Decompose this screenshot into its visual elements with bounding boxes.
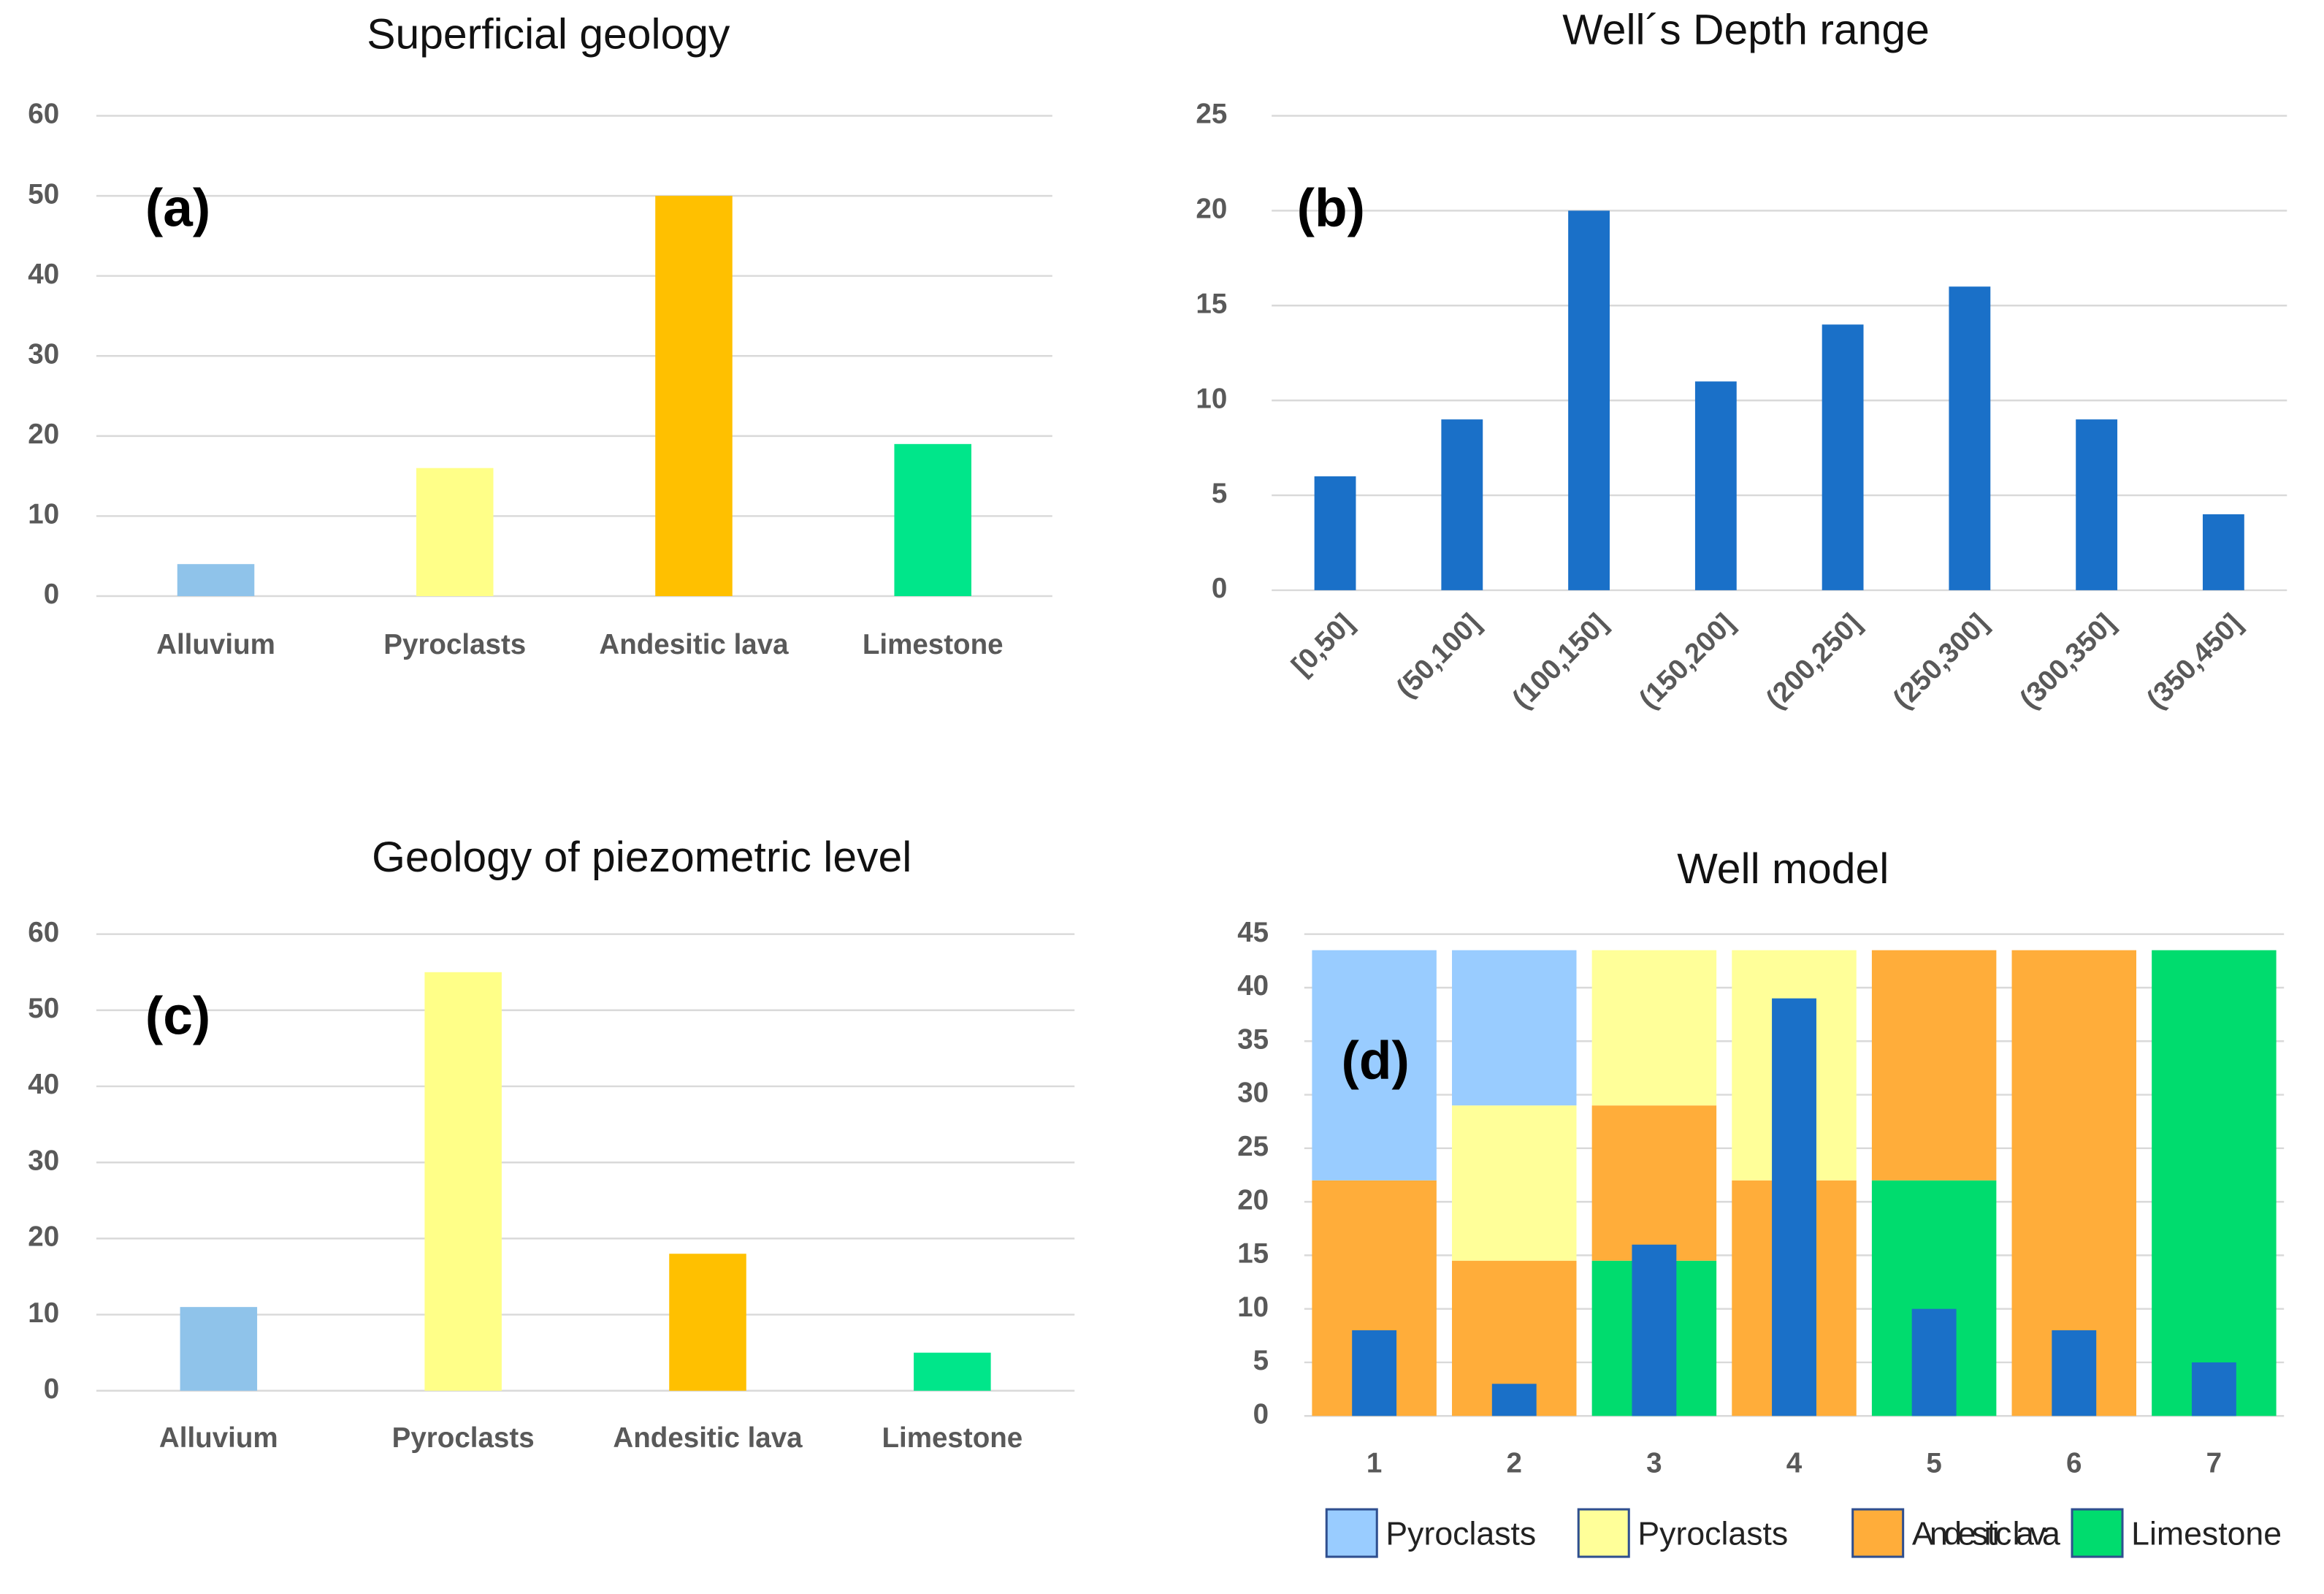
bar [1352, 1330, 1397, 1416]
x-tick-label: 5 [1926, 1447, 1941, 1479]
stack-segment [2152, 950, 2277, 1416]
bar [2076, 419, 2118, 590]
bar [1822, 324, 1864, 590]
panel-label: (c) [145, 987, 210, 1046]
bar [1911, 1308, 1957, 1416]
y-tick-label: 40 [28, 1069, 59, 1100]
stack-segment [1452, 950, 1577, 1106]
bar [1772, 998, 1816, 1416]
x-tick-label: Pyroclasts [392, 1422, 535, 1454]
bar [1632, 1244, 1677, 1416]
x-tick-label: 2 [1507, 1447, 1522, 1479]
bar [1694, 381, 1737, 590]
y-tick-label: 50 [28, 993, 59, 1024]
legend-label: Andesitic lava [1912, 1516, 2060, 1552]
y-tick-label: 0 [44, 1373, 59, 1405]
y-tick-label: 20 [28, 1221, 59, 1253]
y-tick-label: 60 [28, 917, 59, 948]
y-tick-label: 20 [28, 419, 59, 450]
bar [1949, 286, 1991, 590]
y-tick-label: 50 [28, 178, 59, 210]
bar [1441, 419, 1483, 590]
y-tick-label: 25 [1196, 99, 1227, 130]
x-tick-label: 1 [1367, 1447, 1382, 1479]
bar [2202, 514, 2244, 590]
y-tick-label: 30 [28, 338, 59, 370]
y-tick-label: 45 [1237, 917, 1269, 948]
x-tick-label: Alluvium [159, 1422, 278, 1454]
legend-swatch [1325, 1508, 1378, 1558]
legend-label: Pyroclasts [1637, 1516, 1788, 1552]
y-tick-label: 30 [28, 1145, 59, 1176]
chart-title: Geology of piezometric level [372, 834, 911, 881]
y-tick-label: 5 [1253, 1345, 1269, 1376]
bar [1568, 210, 1610, 590]
y-tick-label: 40 [1237, 970, 1269, 1002]
x-tick-label: Pyroclasts [383, 629, 526, 660]
x-tick-label: Alluvium [156, 629, 275, 660]
bar [416, 468, 494, 597]
chart-panel: Superficial geology 0 10 20 30 40 50 60 Alluvium… [28, 11, 1052, 660]
x-tick-label: Limestone [882, 1422, 1023, 1454]
bar [180, 1307, 258, 1391]
legend-swatch [1577, 1508, 1630, 1558]
legend-label: Pyroclasts [1385, 1516, 1536, 1552]
chart-title: Well´s Depth range [1562, 6, 1930, 53]
y-tick-label: 35 [1237, 1023, 1269, 1055]
y-tick-label: 10 [28, 499, 59, 530]
x-tick-label: 4 [1786, 1447, 1803, 1479]
x-tick-label: 7 [2206, 1447, 2222, 1479]
stack-segment [1452, 1105, 1577, 1261]
bar [1314, 476, 1356, 590]
stack-segment [1871, 950, 1997, 1181]
legend-swatch [2071, 1508, 2124, 1558]
panel-label: (a) [145, 179, 210, 238]
x-tick-label: Andesitic lava [613, 1422, 803, 1454]
x-tick-label: 6 [2066, 1447, 2082, 1479]
y-tick-label: 10 [1196, 383, 1227, 414]
y-tick-label: 0 [1212, 573, 1227, 604]
bar [2191, 1362, 2236, 1416]
bar [894, 443, 971, 597]
bar [669, 1254, 746, 1391]
bar [655, 196, 733, 597]
x-tick-label: Limestone [863, 629, 1004, 660]
y-tick-label: 15 [1237, 1238, 1269, 1270]
bar [914, 1352, 991, 1391]
stack-segment [1591, 1105, 1717, 1261]
y-tick-label: 5 [1212, 478, 1227, 509]
bar [424, 972, 502, 1391]
y-tick-label: 20 [1196, 194, 1227, 225]
chart-title: Superficial geology [367, 11, 730, 58]
y-tick-label: 10 [28, 1297, 59, 1329]
bar [2052, 1330, 2097, 1416]
stack-segment [1312, 950, 1437, 1181]
y-tick-label: 30 [1237, 1078, 1269, 1109]
x-tick-label: Andesitic lava [599, 629, 789, 660]
y-tick-label: 20 [1237, 1184, 1269, 1216]
stack-segment [1591, 950, 1717, 1106]
y-tick-label: 60 [28, 99, 59, 130]
y-tick-label: 15 [1196, 288, 1227, 319]
chart-title: Well model [1677, 845, 1889, 893]
bar [177, 564, 255, 597]
panel-label: (b) [1297, 179, 1365, 238]
panel-label: (d) [1342, 1031, 1410, 1091]
legend-label: Limestone [2131, 1516, 2282, 1552]
bar [1491, 1384, 1537, 1416]
y-tick-label: 10 [1237, 1292, 1269, 1323]
y-tick-label: 40 [28, 259, 59, 290]
x-tick-label: 3 [1646, 1447, 1662, 1479]
chart-panel: Geology of piezometric level 0 10 20 30 40 50 6… [28, 834, 1075, 1454]
y-tick-label: 0 [1253, 1398, 1269, 1430]
legend-swatch [1851, 1508, 1905, 1558]
y-tick-label: 25 [1237, 1131, 1269, 1162]
y-tick-label: 0 [44, 579, 59, 610]
